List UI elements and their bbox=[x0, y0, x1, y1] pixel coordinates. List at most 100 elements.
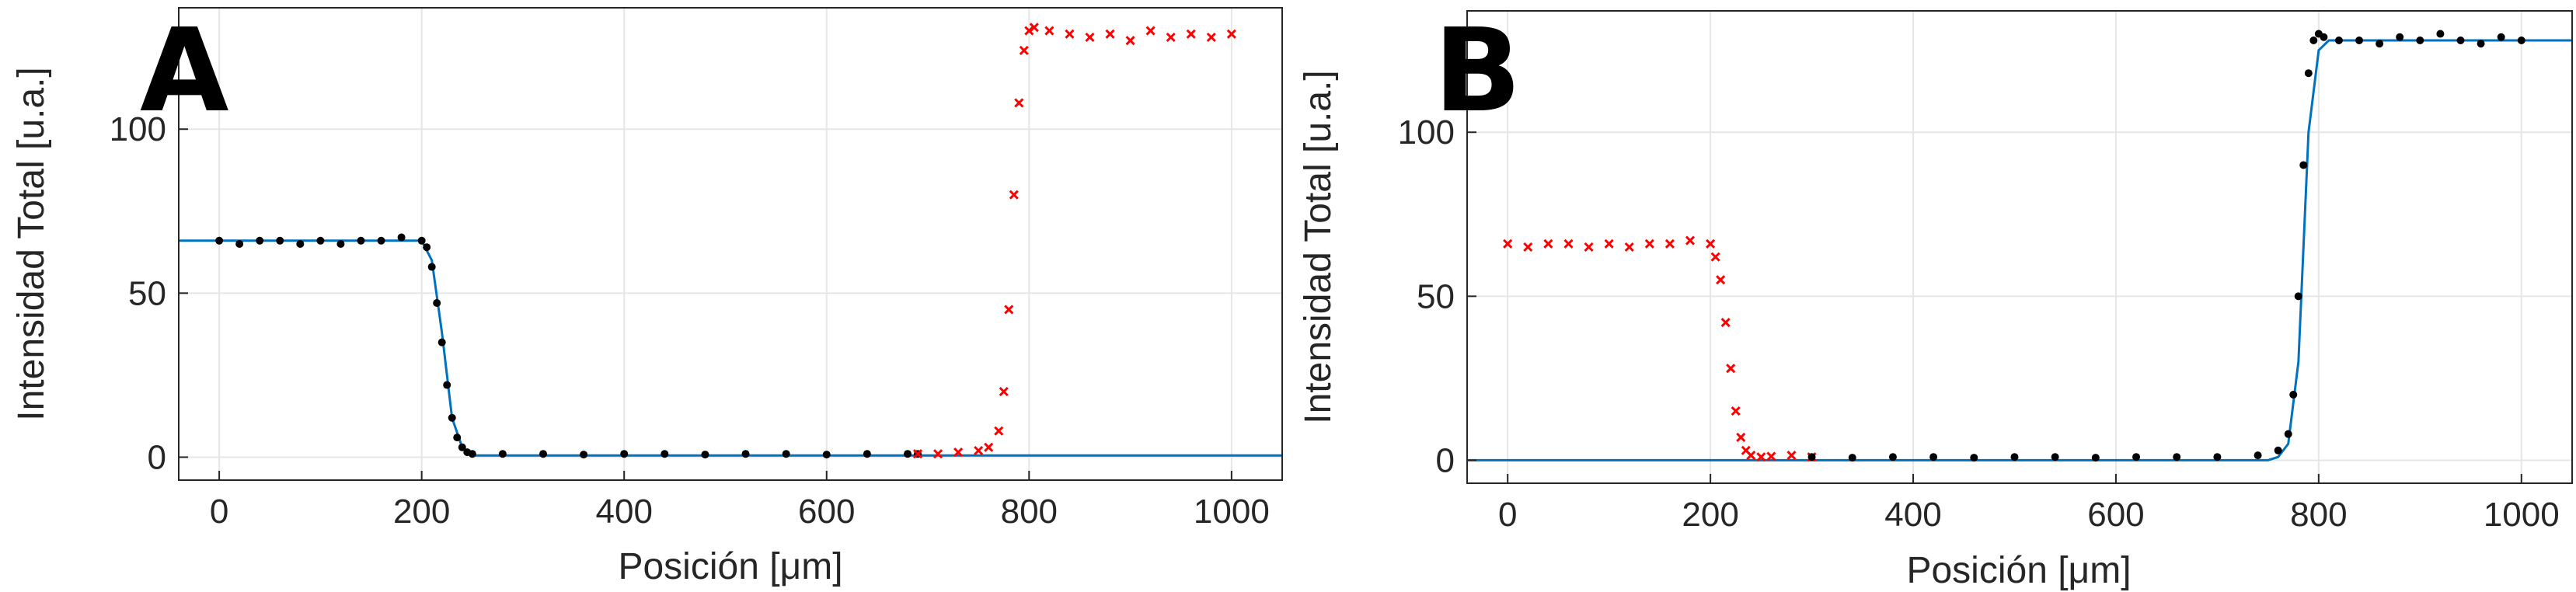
data-point bbox=[661, 450, 669, 458]
data-point bbox=[2284, 430, 2292, 438]
data-point-x bbox=[1085, 32, 1095, 43]
x-tick-label: 800 bbox=[1001, 493, 1058, 531]
data-point-x bbox=[1019, 45, 1029, 55]
data-point bbox=[397, 233, 406, 242]
data-point bbox=[2477, 40, 2485, 48]
x-axis-label-b: Posición [μm] bbox=[1906, 550, 2131, 591]
data-point bbox=[215, 236, 224, 245]
y-tick-label: 100 bbox=[110, 110, 166, 148]
x-tick-label: 600 bbox=[2087, 496, 2144, 534]
data-point bbox=[782, 450, 790, 458]
data-point bbox=[2051, 453, 2059, 461]
data-point bbox=[2294, 292, 2302, 301]
plot-area-b: 0 200 400 600 800 1000 0 50 100 bbox=[1398, 10, 2573, 534]
data-point bbox=[2299, 161, 2308, 169]
data-point-x bbox=[1503, 239, 1513, 249]
x-tick-label: 600 bbox=[798, 493, 855, 531]
data-point-x bbox=[1029, 23, 1039, 33]
data-point-x bbox=[1543, 239, 1553, 249]
data-point bbox=[437, 338, 446, 346]
data-point bbox=[2213, 453, 2222, 461]
data-point bbox=[2416, 37, 2424, 44]
x-tick-label: 200 bbox=[393, 493, 450, 531]
data-point-x bbox=[1145, 26, 1156, 36]
data-point bbox=[903, 450, 912, 458]
data-point bbox=[2289, 391, 2298, 399]
data-point bbox=[2497, 33, 2505, 41]
data-point bbox=[296, 240, 305, 248]
data-point bbox=[256, 236, 264, 245]
data-point-x bbox=[1710, 252, 1720, 262]
data-point bbox=[453, 434, 462, 442]
data-point-x bbox=[1604, 239, 1614, 249]
x-axis-label-a: Posición [μm] bbox=[618, 546, 842, 587]
x-tick-label: 800 bbox=[2290, 496, 2347, 534]
data-point-x bbox=[1044, 26, 1054, 36]
data-point bbox=[1807, 453, 1816, 461]
data-point bbox=[2376, 40, 2384, 48]
data-point-x bbox=[953, 447, 964, 458]
data-point-x bbox=[984, 442, 994, 452]
data-point-x bbox=[1685, 235, 1696, 246]
data-point bbox=[863, 450, 871, 458]
fit-curve bbox=[1467, 39, 2572, 461]
data-point bbox=[2132, 453, 2141, 461]
y-tick-label: 0 bbox=[1436, 441, 1455, 479]
x-tick-label: 1000 bbox=[1194, 493, 1270, 531]
data-point bbox=[2010, 453, 2019, 461]
data-point bbox=[417, 236, 426, 245]
data-point-x bbox=[1226, 29, 1236, 39]
data-point bbox=[316, 236, 325, 245]
data-point bbox=[701, 451, 709, 459]
y-axis-label-b: Intensidad Total [u.a.] bbox=[1298, 70, 1339, 423]
data-point bbox=[2304, 69, 2313, 78]
x-tick-label: 400 bbox=[596, 493, 653, 531]
data-point bbox=[741, 450, 750, 458]
data-point bbox=[2456, 37, 2465, 44]
data-point bbox=[580, 451, 588, 459]
data-point bbox=[2355, 37, 2364, 44]
data-point-x bbox=[1726, 364, 1736, 374]
data-point-x bbox=[932, 449, 943, 459]
data-point-x bbox=[1024, 26, 1034, 36]
data-series bbox=[215, 233, 922, 459]
y-tick-label: 100 bbox=[1398, 113, 1455, 151]
y-tick-label: 50 bbox=[1417, 277, 1455, 315]
axes-box bbox=[1466, 10, 2573, 484]
data-point bbox=[448, 413, 456, 422]
panel-label-a: A bbox=[140, 4, 229, 138]
data-point-x bbox=[1009, 190, 1019, 200]
data-point bbox=[1970, 454, 1978, 462]
data-point-x bbox=[1065, 29, 1075, 39]
y-tick-label: 0 bbox=[148, 438, 166, 476]
data-point bbox=[433, 299, 441, 307]
data-point bbox=[336, 240, 345, 248]
data-point-x bbox=[999, 386, 1009, 397]
data-point bbox=[2396, 33, 2404, 41]
data-point-x bbox=[912, 449, 923, 459]
data-point-x bbox=[1766, 451, 1776, 461]
plot-background bbox=[1467, 11, 2572, 483]
data-point bbox=[2334, 37, 2343, 44]
data-point-x bbox=[1166, 32, 1176, 43]
x-tick-label: 0 bbox=[210, 493, 228, 531]
data-point-x bbox=[1731, 406, 1741, 416]
data-series bbox=[1503, 235, 1817, 462]
data-point bbox=[498, 450, 507, 458]
axes-box bbox=[178, 7, 1283, 481]
data-point-x bbox=[1720, 318, 1731, 328]
data-point bbox=[539, 450, 547, 458]
data-point-x bbox=[1105, 29, 1115, 39]
data-point-x bbox=[1746, 451, 1756, 461]
data-point-x bbox=[1716, 275, 1726, 285]
data-point-x bbox=[1004, 305, 1014, 315]
data-point bbox=[2309, 37, 2318, 44]
data-point bbox=[2320, 33, 2328, 41]
data-point-x bbox=[1644, 239, 1654, 249]
fit-line bbox=[1467, 39, 2572, 461]
data-point-x bbox=[1563, 239, 1574, 249]
data-point bbox=[2173, 453, 2181, 461]
data-point-x bbox=[994, 426, 1004, 436]
